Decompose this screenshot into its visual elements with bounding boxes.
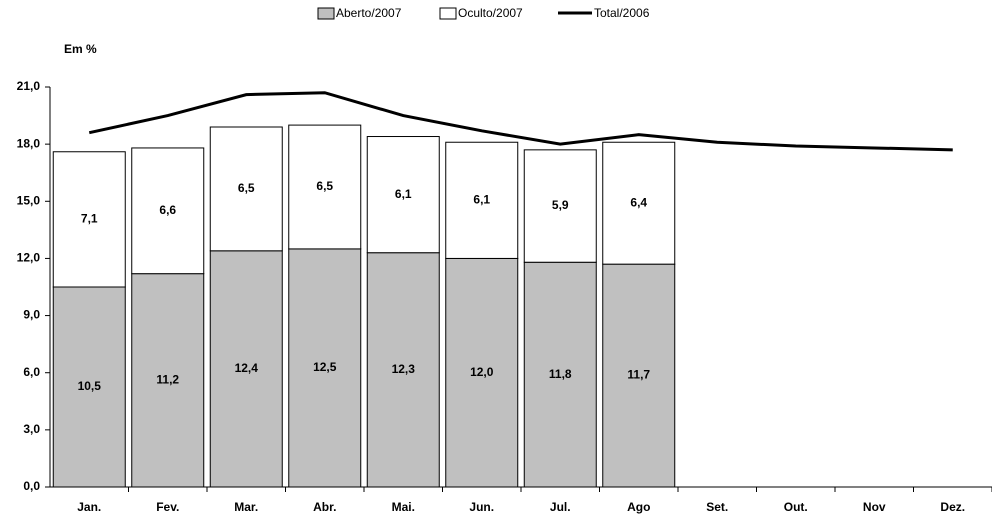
value-label: 6,5 [316, 179, 333, 193]
value-label: 11,2 [156, 373, 179, 387]
x-tick-label: Ago [627, 500, 650, 514]
y-tick-label: 6,0 [23, 365, 40, 379]
value-label: 6,6 [159, 203, 176, 217]
x-tick-label: Abr. [313, 500, 336, 514]
bar [366, 136, 440, 254]
legend-label: Total/2006 [594, 6, 650, 20]
value-label: 12,0 [470, 365, 494, 379]
value-label: 11,8 [549, 367, 572, 381]
bar [445, 257, 519, 488]
bar [288, 124, 362, 250]
legend-label: Oculto/2007 [458, 6, 523, 20]
value-label: 6,1 [473, 193, 490, 207]
value-label: 11,7 [627, 368, 650, 382]
bar [209, 250, 283, 488]
x-tick-label: Mai. [392, 500, 415, 514]
y-tick-label: 0,0 [23, 479, 40, 493]
value-label: 6,1 [395, 187, 412, 201]
x-tick-label: Nov [863, 500, 886, 514]
value-label: 7,1 [81, 212, 98, 226]
bar [523, 149, 597, 263]
y-tick-label: 3,0 [23, 422, 40, 436]
bar [52, 286, 126, 488]
bar [131, 273, 205, 488]
value-label: 5,9 [552, 198, 569, 212]
x-tick-label: Fev. [156, 500, 179, 514]
value-label: 10,5 [78, 379, 102, 393]
y-tick-label: 15,0 [17, 193, 41, 207]
bar [523, 261, 597, 488]
bar [52, 151, 126, 288]
x-tick-label: Out. [784, 500, 808, 514]
x-tick-label: Jan. [77, 500, 101, 514]
x-tick-label: Jul. [550, 500, 571, 514]
value-label: 12,5 [313, 360, 337, 374]
y-tick-label: 9,0 [23, 308, 40, 322]
bar [209, 126, 283, 252]
x-tick-label: Set. [706, 500, 728, 514]
value-label: 6,5 [238, 181, 255, 195]
y-tick-label: 18,0 [17, 136, 41, 150]
value-label: 12,3 [392, 362, 416, 376]
legend-swatch [439, 7, 457, 20]
y-tick-label: 21,0 [17, 79, 41, 93]
value-label: 12,4 [235, 361, 259, 375]
bar [602, 263, 676, 488]
x-tick-label: Dez. [940, 500, 965, 514]
y-axis-label: Em % [64, 42, 97, 56]
legend-label: Aberto/2007 [336, 6, 402, 20]
x-tick-label: Mar. [234, 500, 258, 514]
bar [366, 252, 440, 488]
value-label: 6,4 [630, 195, 647, 209]
line [88, 91, 953, 152]
legend-swatch [317, 7, 335, 20]
bar [445, 141, 519, 259]
y-tick-label: 12,0 [17, 251, 41, 265]
x-tick-label: Jun. [469, 500, 494, 514]
bar [131, 147, 205, 275]
bar [602, 141, 676, 265]
